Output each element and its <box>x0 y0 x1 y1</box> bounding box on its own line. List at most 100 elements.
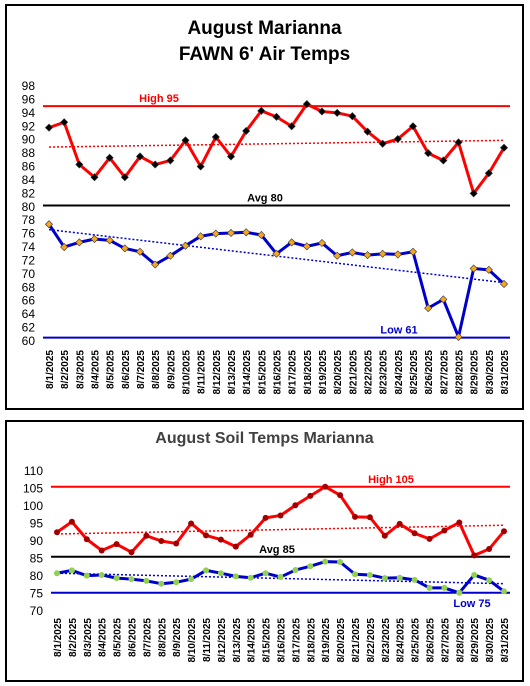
x-tick-label: 8/7/2025 <box>136 350 147 389</box>
y-tick-label: 84 <box>22 173 36 187</box>
y-tick-label: 80 <box>30 569 44 583</box>
data-point <box>317 239 327 248</box>
data-point <box>188 520 195 527</box>
data-point <box>348 248 357 257</box>
x-tick-label: 8/19/2025 <box>321 618 332 663</box>
x-tick-label: 8/9/2025 <box>172 618 183 657</box>
x-tick-label: 8/8/2025 <box>151 350 162 389</box>
data-point <box>424 149 433 158</box>
reference-label: Low 75 <box>453 598 490 610</box>
x-tick-label: 8/11/2025 <box>202 618 213 662</box>
data-point <box>501 588 507 595</box>
x-tick-label: 8/29/2025 <box>470 350 481 395</box>
data-point <box>441 527 448 534</box>
soil-temps-plot: 70 75 80 85 90 95 100 105 110 8/1/2025 8/2/2025 8/3… <box>23 464 511 663</box>
data-point <box>60 118 69 127</box>
data-point <box>196 232 205 241</box>
x-tick-label: 8/22/2025 <box>366 618 377 663</box>
x-tick-label: 8/20/2025 <box>336 618 347 663</box>
data-point <box>68 518 75 525</box>
x-tick-label: 8/25/2025 <box>411 618 422 663</box>
x-tick-label: 8/17/2025 <box>291 618 302 663</box>
reference-label: Low 61 <box>380 325 417 337</box>
data-point <box>113 541 120 548</box>
data-point <box>98 547 105 554</box>
data-point <box>396 574 403 581</box>
data-point <box>439 295 448 304</box>
data-point <box>128 549 135 556</box>
x-tick-label: 8/3/2025 <box>83 618 94 657</box>
data-point <box>366 514 373 521</box>
data-point <box>60 243 69 252</box>
data-point <box>381 575 388 582</box>
trendline <box>56 572 505 585</box>
y-tick-label: 64 <box>22 307 36 321</box>
data-point <box>317 107 327 116</box>
data-point <box>83 572 90 579</box>
data-point <box>44 123 54 132</box>
data-point <box>471 571 478 578</box>
x-tick-label: 8/23/2025 <box>381 618 392 663</box>
data-point <box>247 574 254 581</box>
x-tick-label: 8/29/2025 <box>470 618 481 663</box>
data-point <box>352 571 358 578</box>
data-point <box>181 136 190 145</box>
data-point <box>302 100 311 109</box>
data-point <box>113 575 120 582</box>
data-point <box>75 160 84 169</box>
data-point <box>158 538 165 544</box>
data-point <box>408 122 418 131</box>
y-tick-label: 95 <box>30 517 44 531</box>
data-point <box>272 112 281 121</box>
x-tick-label: 8/6/2025 <box>121 350 132 389</box>
data-point <box>211 132 220 142</box>
data-point <box>408 247 418 256</box>
data-point <box>203 532 209 539</box>
x-tick-label: 8/26/2025 <box>426 618 437 663</box>
data-point <box>352 513 358 520</box>
data-point <box>378 249 387 258</box>
x-tick-label: 8/24/2025 <box>394 350 405 395</box>
data-point <box>173 579 180 586</box>
data-point <box>105 153 114 162</box>
y-tick-label: 100 <box>23 499 43 513</box>
x-tick-label: 8/12/2025 <box>212 350 223 395</box>
data-point <box>151 260 160 269</box>
x-tick-label: 8/24/2025 <box>396 618 407 663</box>
x-tick-label: 8/7/2025 <box>142 618 153 657</box>
data-point <box>151 160 160 169</box>
y-tick-label: 98 <box>22 79 36 93</box>
y-tick-label: 78 <box>22 213 36 227</box>
data-point <box>366 571 373 578</box>
data-point <box>439 156 448 165</box>
y-tick-label: 60 <box>22 334 36 348</box>
x-tick-label: 8/16/2025 <box>273 350 284 395</box>
data-point <box>44 220 54 229</box>
data-point <box>143 532 150 539</box>
y-tick-label: 92 <box>22 119 36 133</box>
data-point <box>381 532 388 539</box>
data-point <box>484 169 493 178</box>
trendline <box>56 524 505 535</box>
data-point <box>120 173 129 182</box>
data-point <box>166 156 175 165</box>
data-point <box>203 567 209 574</box>
data-point <box>307 492 314 499</box>
soil-temps-chart: August Soil Temps Marianna 70 75 80 85 90 95 1… <box>5 420 524 682</box>
x-tick-label: 8/20/2025 <box>333 350 344 395</box>
data-point <box>302 242 311 251</box>
data-point <box>217 570 224 577</box>
data-point <box>242 126 251 135</box>
data-point <box>393 134 402 144</box>
data-point <box>501 528 507 535</box>
data-point <box>54 570 60 577</box>
y-tick-label: 94 <box>22 106 36 120</box>
data-point <box>441 584 448 591</box>
x-tick-label: 8/21/2025 <box>351 618 362 663</box>
data-point <box>120 244 129 253</box>
x-tick-label: 8/18/2025 <box>303 350 314 395</box>
x-tick-label: 8/28/2025 <box>455 350 466 395</box>
x-tick-label: 8/6/2025 <box>128 618 139 657</box>
data-point <box>181 241 190 250</box>
data-point <box>411 530 418 537</box>
